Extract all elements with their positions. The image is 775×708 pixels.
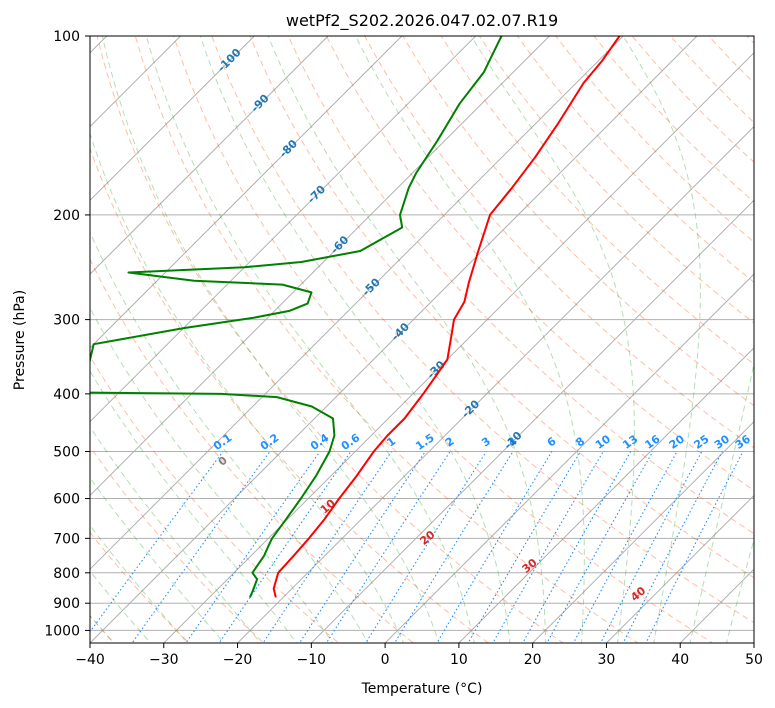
- isotherm-line: [90, 36, 624, 570]
- x-tick-label: −20: [223, 652, 253, 668]
- mixing-ratio-line: [622, 451, 723, 643]
- moist-adiabat: [90, 370, 298, 643]
- moist-adiabat: [267, 36, 547, 643]
- isotherm-line: [90, 36, 477, 423]
- moist-adiabats: [90, 36, 754, 643]
- dry-adiabat: [134, 36, 639, 643]
- y-axis-ticks: 1000 900 800 700 600 500 400 300 200 100: [44, 29, 90, 639]
- y-tick-label: 500: [53, 444, 80, 460]
- isotherm-line: [237, 125, 754, 643]
- mixing-ratio-line: [131, 451, 271, 643]
- mixing-ratio-line: [467, 451, 581, 643]
- dewpoint-profile-line: [90, 36, 503, 598]
- dry-adiabat: [90, 258, 415, 643]
- isotherm-line: [90, 36, 403, 349]
- dry-adiabat: [90, 445, 265, 643]
- isotherm-line: [90, 36, 329, 275]
- mixing-ratio-line: [492, 451, 604, 643]
- x-tick-label: 0: [381, 652, 390, 668]
- moist-adiabat: [90, 476, 225, 643]
- mixing-ratio-line: [572, 451, 678, 643]
- mixing-ratio-line: [546, 451, 654, 643]
- y-tick-label: 400: [53, 387, 80, 403]
- moist-adiabat: [90, 230, 369, 643]
- y-axis-label: Pressure (hPa): [12, 290, 28, 390]
- chart-title: wetPf2_S202.2026.047.02.07.R19: [286, 11, 558, 31]
- dry-adiabat: [90, 147, 490, 643]
- isotherm-grid: [90, 36, 754, 643]
- x-tick-label: −30: [149, 652, 179, 668]
- moist-adiabat: [470, 36, 635, 643]
- y-tick-label: 600: [53, 492, 80, 508]
- dry-adiabat: [325, 36, 754, 492]
- moist-adiabat: [689, 361, 754, 643]
- moist-adiabat: [725, 537, 754, 643]
- moist-adiabat: [199, 36, 511, 643]
- isotherm-line: [90, 36, 550, 497]
- dry-adiabat: [90, 355, 340, 643]
- y-tick-label: 100: [53, 29, 80, 45]
- x-tick-label: 40: [671, 652, 689, 668]
- x-tick-label: 10: [450, 652, 468, 668]
- dry-adiabat: [287, 36, 754, 535]
- dry-adiabat: [249, 36, 754, 579]
- mixing-ratio-line: [599, 451, 703, 643]
- isotherm-line: [606, 494, 754, 643]
- moist-adiabat: [90, 426, 262, 643]
- y-tick-label: 900: [53, 596, 80, 612]
- moist-adiabat: [90, 132, 405, 643]
- moist-adiabat: [622, 36, 701, 643]
- isotherm-line: [458, 347, 754, 643]
- dry-adiabat: [364, 36, 754, 449]
- profile-series: [90, 36, 621, 598]
- mixing-ratio-line: [298, 451, 426, 643]
- y-tick-label: 200: [53, 208, 80, 224]
- mixing-ratio-line: [262, 451, 392, 643]
- moist-adiabat: [101, 36, 440, 643]
- mixing-ratio-lines: [90, 451, 744, 643]
- moist-adiabat: [90, 306, 334, 643]
- isotherm-line: [384, 273, 754, 643]
- x-tick-label: 30: [598, 652, 616, 668]
- mixing-ratio-line: [393, 451, 514, 643]
- mixing-ratio-line: [325, 451, 451, 643]
- dry-adiabat: [96, 36, 564, 643]
- y-tick-label: 300: [53, 313, 80, 329]
- y-tick-label: 800: [53, 566, 80, 582]
- isotherm-line: [90, 36, 255, 202]
- dry-adiabat: [173, 36, 714, 643]
- isotherm-line: [90, 36, 698, 643]
- isotherm-line: [310, 199, 754, 643]
- mixing-ratio-line: [436, 451, 553, 643]
- mixing-ratio-line: [365, 451, 487, 643]
- dry-adiabat: [516, 36, 754, 284]
- dry-adiabats: [90, 36, 754, 643]
- dry-adiabat: [211, 36, 754, 624]
- dry-adiabat: [478, 36, 754, 324]
- x-axis-ticks: −40 −30 −20 −10 0 10 20 30 40 50: [75, 643, 763, 668]
- x-tick-label: 50: [745, 652, 763, 668]
- temperature-profile-line: [272, 36, 621, 598]
- moist-adiabat: [145, 36, 475, 643]
- x-tick-label: −40: [75, 652, 105, 668]
- moist-adiabat: [355, 36, 585, 643]
- pressure-grid: [90, 36, 754, 631]
- dry-adiabat: [90, 531, 190, 643]
- y-tick-label: 1000: [44, 623, 80, 639]
- isotherm-line: [163, 52, 754, 643]
- plot-frame: [89, 35, 755, 644]
- x-tick-label: 20: [524, 652, 542, 668]
- plot-area: 0.1 0.2 0.4 0.6 1 1.5 2 3 4 6 8 10 13 16 20 25 30 36-100-…: [90, 36, 754, 643]
- x-axis-label: Temperature (°C): [361, 681, 483, 697]
- y-tick-label: 700: [53, 531, 80, 547]
- isotherm-line: [532, 420, 754, 643]
- x-tick-label: −10: [297, 652, 327, 668]
